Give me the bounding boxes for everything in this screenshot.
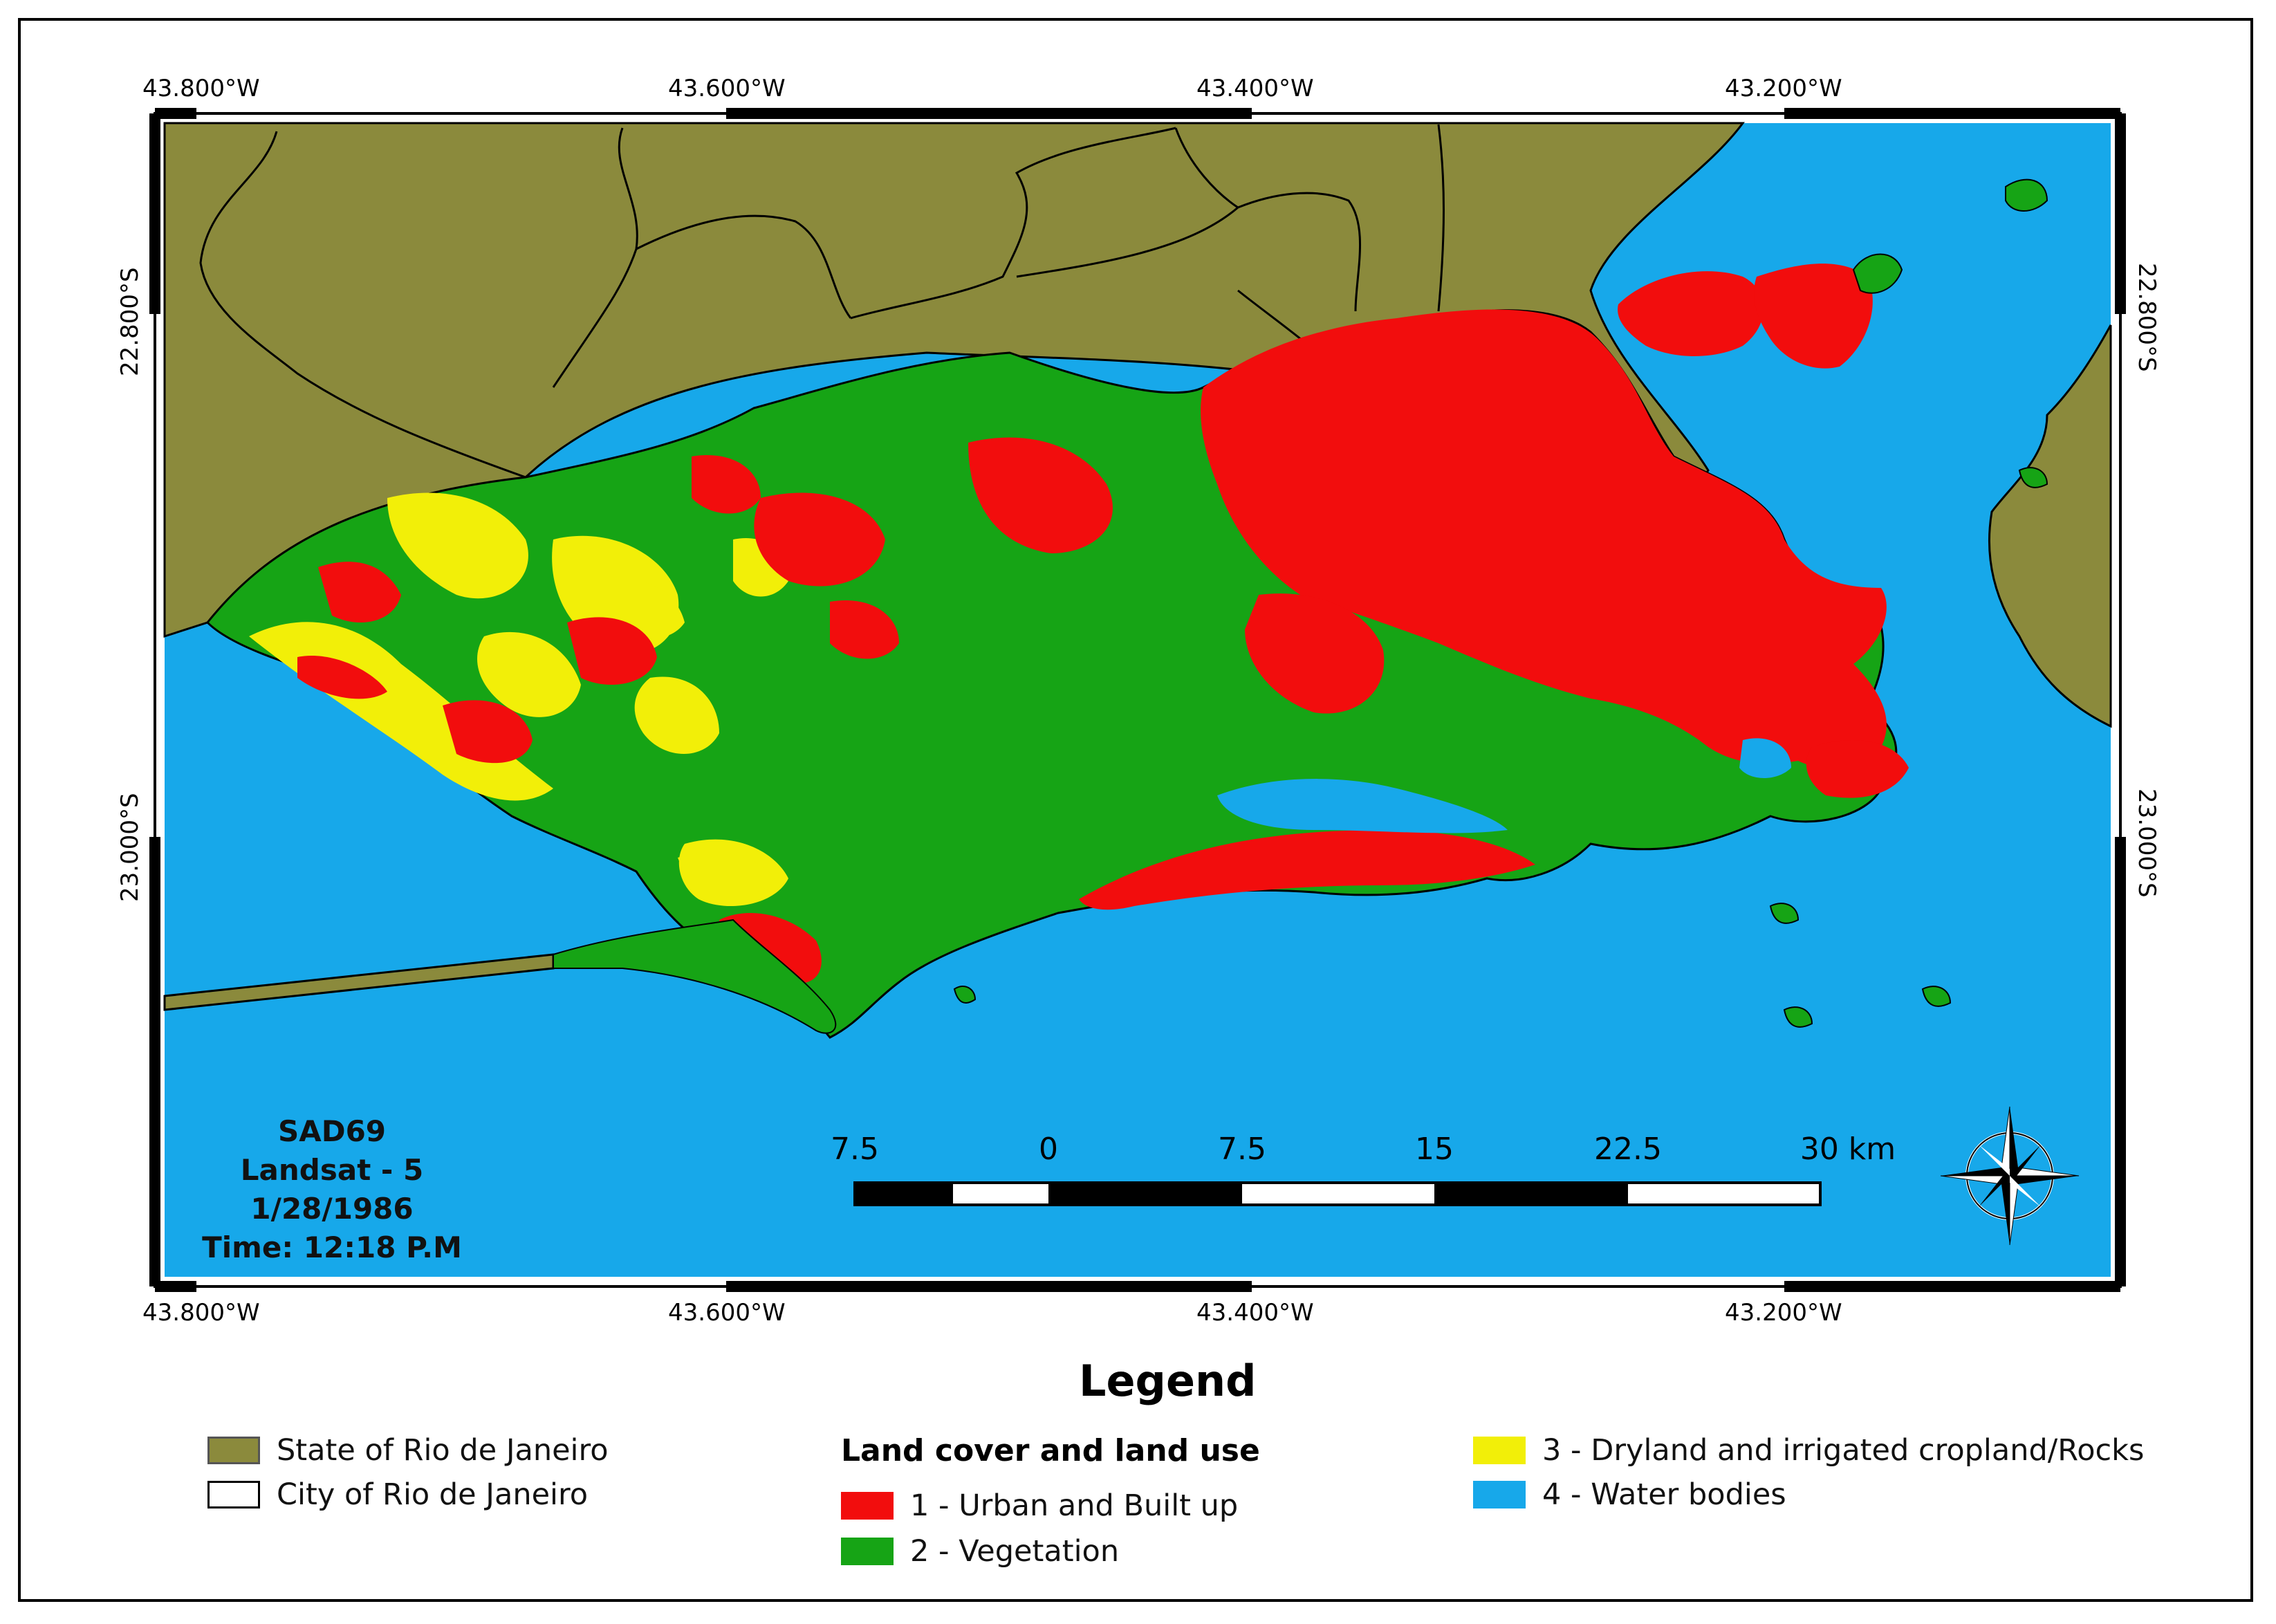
legend-label: City of Rio de Janeiro [277, 1477, 589, 1512]
islands [953, 178, 2048, 1028]
lagoons [1217, 738, 1791, 833]
marambaia-strip [553, 919, 837, 1034]
urban-areas [297, 264, 1909, 984]
bottom-lon-label: 43.200°W [1725, 1299, 1842, 1327]
vegetation-swatch [841, 1538, 894, 1565]
top-lon-label: 43.800°W [142, 75, 260, 102]
bottom-lon-label: 43.600°W [668, 1299, 786, 1327]
top-lon-label: 43.600°W [668, 75, 786, 102]
figure-frame [18, 18, 2253, 1602]
scale-label: 7.5 [1218, 1132, 1266, 1167]
legend-item-city: City of Rio de Janeiro [207, 1477, 588, 1512]
water-swatch [1473, 1481, 1526, 1508]
bottom-lon-label: 43.400°W [1196, 1299, 1314, 1327]
cropland-swatch [1473, 1437, 1526, 1464]
city-swatch [207, 1481, 260, 1508]
left-lat-label: 22.800°S [116, 267, 144, 376]
scale-bar [853, 1181, 1822, 1206]
map-info-block: SAD69 Landsat - 5 1/28/1986 Time: 12:18 … [187, 1112, 477, 1267]
top-lon-label: 43.200°W [1725, 75, 1842, 102]
top-lon-label: 43.400°W [1196, 75, 1314, 102]
date-label: 1/28/1986 [250, 1192, 414, 1226]
right-lat-label: 22.800°S [2133, 263, 2161, 372]
bottom-lon-label: 43.800°W [142, 1299, 260, 1327]
scale-label: 0 [1039, 1132, 1058, 1167]
legend-label: State of Rio de Janeiro [277, 1433, 609, 1468]
state-land-east [1988, 324, 2112, 728]
time-label: Time: 12:18 P.M [202, 1230, 462, 1264]
scale-label: 22.5 [1594, 1132, 1662, 1167]
graticule-ticks [149, 108, 2126, 1292]
legend-item-urban: 1 - Urban and Built up [841, 1488, 1238, 1523]
legend-label: 1 - Urban and Built up [910, 1488, 1239, 1523]
scale-label: 7.5 [831, 1132, 879, 1167]
legend-title: Legend [1079, 1356, 1257, 1406]
legend-item-cropland: 3 - Dryland and irrigated cropland/Rocks [1473, 1433, 2144, 1468]
sepetiba-cropland [678, 851, 775, 900]
datum-label: SAD69 [277, 1114, 387, 1148]
urban-swatch [841, 1492, 894, 1520]
scale-label: 15 [1415, 1132, 1454, 1167]
state-swatch [207, 1437, 260, 1464]
legend-label: 2 - Vegetation [910, 1534, 1120, 1569]
landcover-heading: Land cover and land use [841, 1433, 1260, 1468]
satellite-label: Landsat - 5 [240, 1153, 424, 1187]
legend-item-vegetation: 2 - Vegetation [841, 1534, 1119, 1569]
legend-item-water: 4 - Water bodies [1473, 1477, 1786, 1512]
scale-label: 30 km [1799, 1132, 1896, 1167]
left-lat-label: 23.000°S [116, 793, 144, 902]
right-lat-label: 23.000°S [2133, 788, 2161, 898]
legend-item-state: State of Rio de Janeiro [207, 1433, 609, 1468]
compass-rose-icon [1940, 1106, 2080, 1246]
legend-label: 3 - Dryland and irrigated cropland/Rocks [1542, 1433, 2145, 1468]
legend-label: 4 - Water bodies [1542, 1477, 1786, 1512]
